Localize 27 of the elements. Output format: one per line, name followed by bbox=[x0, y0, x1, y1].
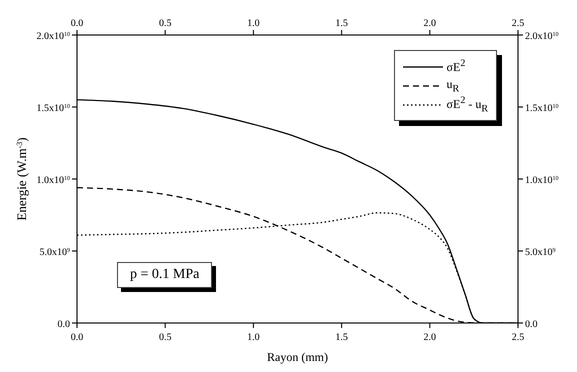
x-tick-label: 0.0 bbox=[70, 18, 84, 29]
y2-tick-label: 1.5x10$^{10}$ bbox=[525, 103, 558, 114]
x-tick-label: 1.5 bbox=[335, 18, 348, 29]
x-tick-label: 2.0 bbox=[424, 18, 436, 29]
x-axis-title: Rayon (mm) bbox=[267, 350, 328, 364]
y-tick-label: 2.0x10$^{10}$ bbox=[36, 31, 70, 42]
y2-tick-label: 2.0x10$^{10}$ bbox=[525, 31, 558, 42]
x2-tick-label: 1.0 bbox=[247, 332, 260, 343]
x-tick-label: 0.5 bbox=[158, 18, 172, 29]
x2-tick-label: 1.5 bbox=[335, 332, 348, 343]
y2-tick-label: 5.0x10$^{9}$ bbox=[525, 247, 556, 258]
legend-label: σE$^{2}$ - u$_{R}$ bbox=[446, 94, 488, 114]
y-tick-label: 0.0 bbox=[58, 319, 70, 330]
y2-tick-label: 1.0x10$^{10}$ bbox=[525, 175, 558, 186]
y2-tick-label: 0.0 bbox=[525, 319, 538, 330]
legend-label: u$_{R}$ bbox=[446, 76, 460, 94]
y-tick-label: 1.5x10$^{10}$ bbox=[36, 103, 70, 114]
y-tick-label: 5.0x10$^{9}$ bbox=[40, 247, 70, 258]
legend-label: σE$^{2}$ bbox=[446, 58, 466, 75]
x2-tick-label: 0.5 bbox=[158, 332, 172, 343]
x2-tick-label: 2.0 bbox=[424, 332, 436, 343]
y-tick-label: 1.0x10$^{10}$ bbox=[36, 175, 70, 186]
annotation: p = 0.1 MPa bbox=[117, 262, 212, 288]
x2-tick-label: 0.0 bbox=[70, 332, 84, 343]
x2-tick-label: 2.5 bbox=[512, 332, 524, 343]
x-tick-label: 1.0 bbox=[247, 18, 260, 29]
x-tick-label: 2.5 bbox=[512, 18, 524, 29]
